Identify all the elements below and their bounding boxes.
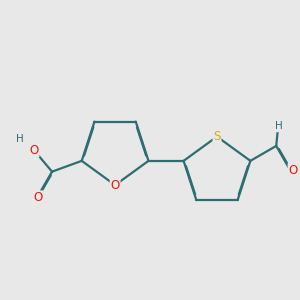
Text: O: O bbox=[288, 164, 298, 177]
Text: H: H bbox=[275, 122, 283, 131]
Text: O: O bbox=[110, 178, 120, 192]
Text: S: S bbox=[213, 130, 221, 143]
Text: O: O bbox=[33, 191, 43, 204]
Text: O: O bbox=[29, 144, 39, 157]
Text: H: H bbox=[16, 134, 23, 145]
